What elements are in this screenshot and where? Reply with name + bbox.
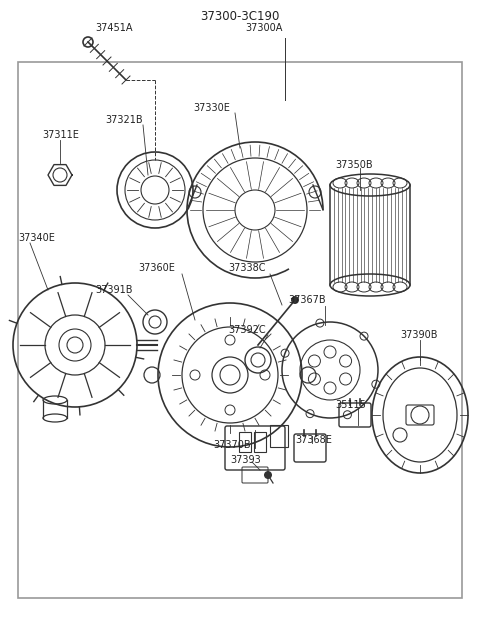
Circle shape xyxy=(264,471,272,479)
Bar xyxy=(254,432,266,452)
Text: 37368E: 37368E xyxy=(295,435,332,445)
Text: 37360E: 37360E xyxy=(138,263,175,273)
Text: 37390B: 37390B xyxy=(400,330,437,340)
Text: 37300A: 37300A xyxy=(245,23,282,33)
Text: 37350B: 37350B xyxy=(335,160,372,170)
Text: 37300-3C190: 37300-3C190 xyxy=(200,9,280,22)
Circle shape xyxy=(291,296,299,304)
Text: 37321B: 37321B xyxy=(105,115,143,125)
Text: 35115: 35115 xyxy=(335,400,366,410)
Text: 37311E: 37311E xyxy=(42,130,79,140)
Text: 37367B: 37367B xyxy=(288,295,325,305)
Bar xyxy=(270,425,288,447)
Text: 37392C: 37392C xyxy=(228,325,265,335)
Text: 37338C: 37338C xyxy=(228,263,265,273)
Text: 37330E: 37330E xyxy=(193,103,230,113)
Bar xyxy=(239,432,251,452)
Text: 37340E: 37340E xyxy=(18,233,55,243)
Text: 37451A: 37451A xyxy=(95,23,132,33)
Text: 37370B: 37370B xyxy=(213,440,251,450)
Text: 37391B: 37391B xyxy=(95,285,132,295)
Text: 37393: 37393 xyxy=(230,455,261,465)
Bar xyxy=(18,62,462,598)
